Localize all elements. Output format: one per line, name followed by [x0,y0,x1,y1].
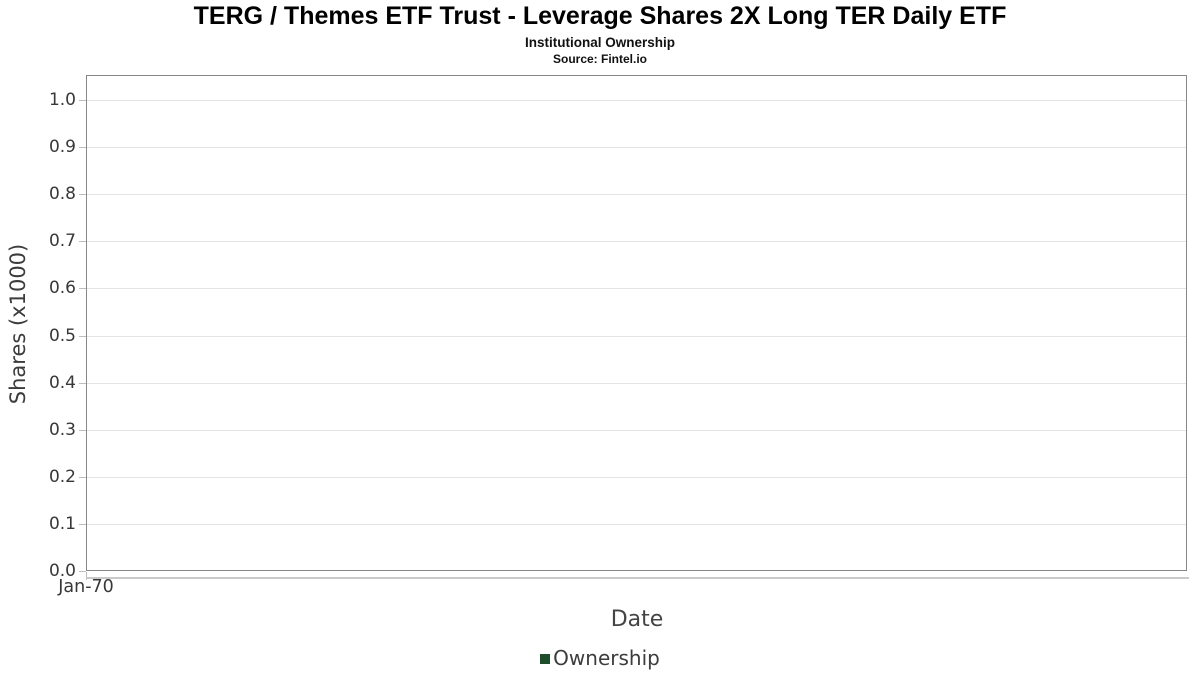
y-tick-mark [79,523,86,525]
y-gridline [87,194,1186,196]
y-tick-mark [79,100,86,101]
y-tick-label: 0.9 [48,137,76,158]
chart-source-note: Source: Fintel.io [552,52,647,66]
y-gridline [87,476,1186,478]
y-gridline [87,288,1186,290]
y-tick-label: 1.0 [48,90,76,110]
y-axis-title: Shares (x1000) [6,243,30,405]
y-gridline [87,335,1186,337]
chart-subtitle: Institutional Ownership [524,35,675,50]
y-tick-label: 0.4 [48,372,76,393]
y-tick-label: 0.7 [48,231,76,252]
y-tick-label: 0.5 [48,325,76,346]
legend-item-label: Ownership [553,646,660,670]
y-tick-mark [79,147,86,149]
y-tick-label: 0.3 [48,419,76,440]
legend: Ownership [0,646,1200,670]
y-tick-mark [79,476,86,478]
y-gridline [87,241,1186,243]
y-tick-label: 0.0 [48,561,76,581]
y-tick-mark [79,288,86,290]
y-gridline [87,100,1186,101]
y-tick-mark [79,241,86,243]
x-axis-title: Date [610,607,664,632]
plot-area [86,75,1187,571]
y-tick-mark [79,335,86,337]
y-tick-mark [79,194,86,196]
x-tick-mark [85,572,87,580]
y-gridline [87,382,1186,384]
y-gridline [87,523,1186,525]
y-tick-label: 0.1 [48,513,76,534]
chart-title: TERG / Themes ETF Trust - Leverage Share… [193,2,1007,30]
x-axis-baseline [86,577,1189,579]
y-tick-label: 0.8 [48,184,76,205]
y-gridline [87,147,1186,149]
y-gridline [87,429,1186,431]
y-tick-mark [79,571,86,572]
y-tick-label: 0.6 [48,278,76,299]
y-tick-mark [79,382,86,384]
x-axis-tick-label: Jan-70 [58,577,114,597]
y-tick-mark [79,429,86,431]
legend-marker-square [540,654,551,664]
y-tick-label: 0.2 [48,466,76,487]
